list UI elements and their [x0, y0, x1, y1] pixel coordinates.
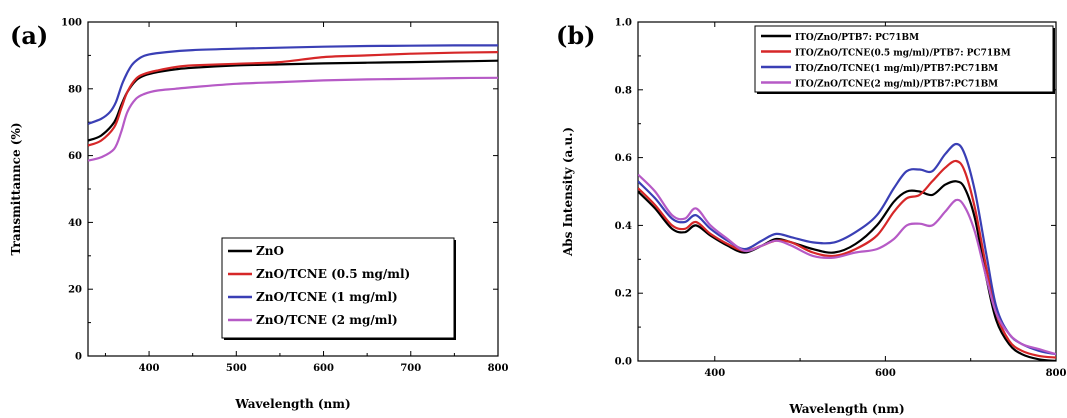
series-line-2 [638, 142, 1056, 356]
series-line-0 [88, 59, 498, 142]
legend-label-3: ITO/ZnO/TCNE(2 mg/ml)/PTB7:PC71BM [795, 79, 998, 90]
legend-label-3: ZnO/TCNE (2 mg/ml) [256, 313, 398, 327]
series-line-3 [88, 76, 498, 162]
legend-label-2: ITO/ZnO/TCNE(1 mg/ml)/PTB7:PC71BM [795, 63, 998, 74]
y-tick-label: 0.0 [615, 357, 632, 368]
y-tick-label: 0.2 [615, 289, 632, 300]
y-tick-label: 20 [68, 285, 82, 296]
panel-a: (a) 0 20 40 60 80 100 400 500 600 700 800 Wavelength… [9, 18, 508, 412]
legend-label-0: ITO/ZnO/PTB7: PC71BM [795, 33, 919, 43]
legend: ITO/ZnO/PTB7: PC71BM ITO/ZnO/TCNE(0.5 mg/… [754, 25, 1055, 94]
y-tick-label: 80 [68, 84, 82, 95]
x-tick-label: 700 [400, 363, 421, 374]
x-tick-label: 600 [313, 363, 334, 374]
series-line-3 [638, 173, 1056, 356]
series-line-1 [88, 51, 498, 147]
x-tick-label: 500 [226, 363, 247, 374]
panel-label: (a) [10, 21, 48, 50]
x-tick-label: 400 [704, 368, 725, 379]
series-group [88, 44, 498, 162]
y-tick-label: 0.8 [615, 85, 632, 96]
y-axis-title: Transmittannce (%) [9, 122, 23, 255]
x-tick-label: 800 [1046, 368, 1067, 379]
series-line-0 [638, 180, 1056, 361]
legend-label-2: ZnO/TCNE (1 mg/ml) [256, 290, 398, 304]
x-tick-label: 600 [875, 368, 896, 379]
legend-label-1: ITO/ZnO/TCNE(0.5 mg/ml)/PTB7: PC71BM [795, 48, 1011, 59]
panel-b: (b) 0.0 0.2 0.4 0.6 0.8 1.0 400 600 800 Wavelength… [556, 18, 1066, 417]
y-tick-label: 0 [75, 352, 82, 363]
legend-label-0: ZnO [256, 244, 284, 258]
y-axis-title: Abs Intensity (a.u.) [561, 127, 575, 257]
y-tick-label: 100 [61, 18, 82, 29]
y-tick-label: 0.4 [615, 221, 632, 232]
legend-box [221, 237, 455, 339]
y-tick-label: 1.0 [615, 18, 632, 29]
x-axis-title: Wavelength (nm) [234, 397, 350, 411]
series-line-1 [638, 159, 1056, 359]
x-tick-label: 800 [488, 363, 509, 374]
y-tick-label: 0.6 [615, 153, 632, 164]
y-tick-label: 60 [68, 151, 82, 162]
x-tick-label: 400 [139, 363, 160, 374]
panel-label: (b) [556, 21, 596, 50]
series-group [638, 142, 1056, 361]
legend-label-1: ZnO/TCNE (0.5 mg/ml) [256, 267, 410, 281]
series-line-2 [88, 44, 498, 125]
legend-box [754, 25, 1054, 93]
x-axis-title: Wavelength (nm) [788, 402, 904, 416]
legend: ZnO ZnO/TCNE (0.5 mg/ml) ZnO/TCNE (1 mg/ml… [221, 237, 456, 340]
y-tick-label: 40 [68, 218, 82, 229]
